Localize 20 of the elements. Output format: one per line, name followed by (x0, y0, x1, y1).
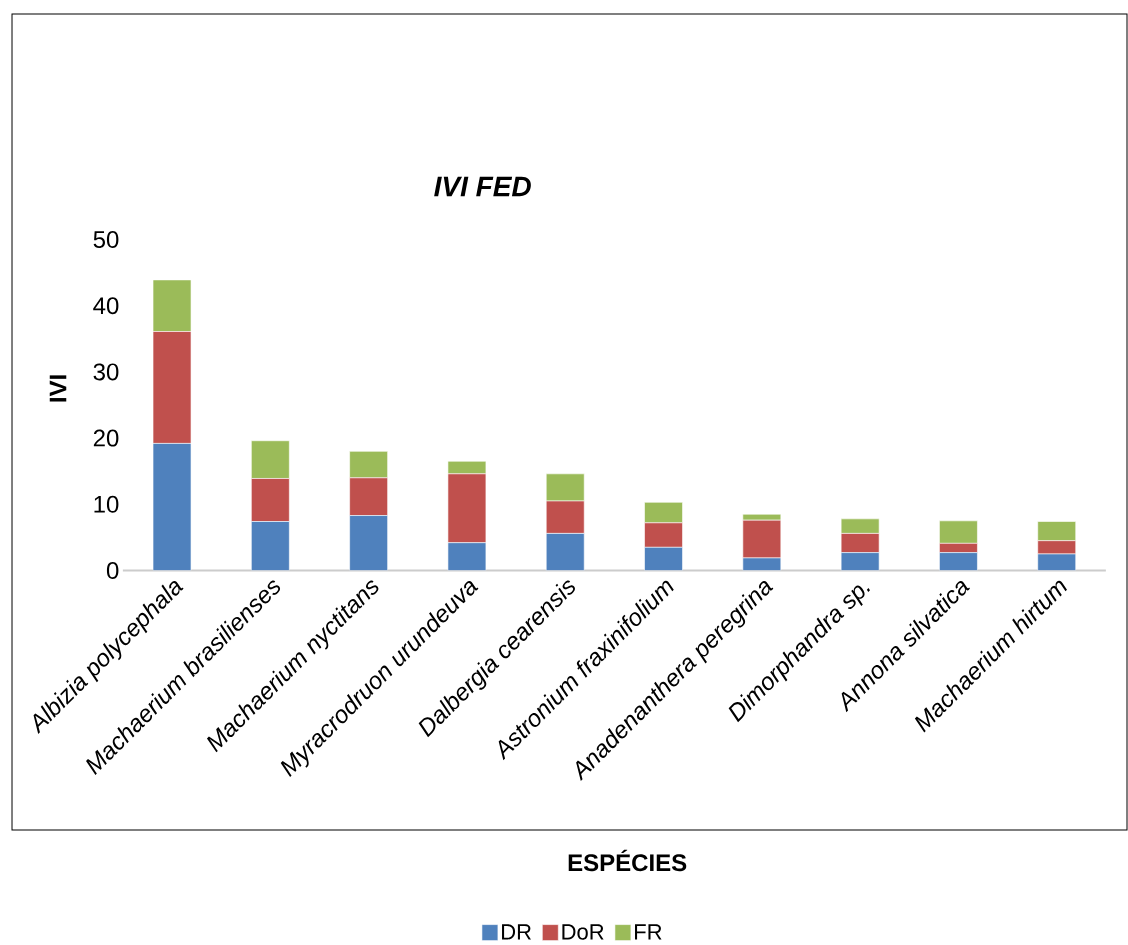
bar (545, 533, 585, 571)
legend-label: DR (502, 924, 531, 940)
bar (447, 542, 487, 571)
y-tick-label: 40 (93, 297, 119, 315)
bar (152, 443, 192, 571)
bar (840, 552, 880, 571)
x-axis-title: ESPÉCIES (568, 849, 687, 872)
y-tick-label: 20 (93, 429, 119, 447)
y-tick-label: 0 (106, 562, 119, 580)
chart-title: IVI FED (434, 176, 531, 197)
bar (251, 521, 290, 571)
y-tick-label: 30 (93, 363, 119, 381)
y-axis-title: IVI (49, 375, 67, 402)
legend-label: DoR (562, 924, 604, 940)
bar (644, 547, 683, 571)
y-tick-label: 10 (94, 495, 119, 513)
legend-label: FR (635, 924, 662, 940)
bar (939, 552, 978, 571)
bar (349, 515, 388, 571)
y-tick-label: 50 (93, 231, 119, 249)
